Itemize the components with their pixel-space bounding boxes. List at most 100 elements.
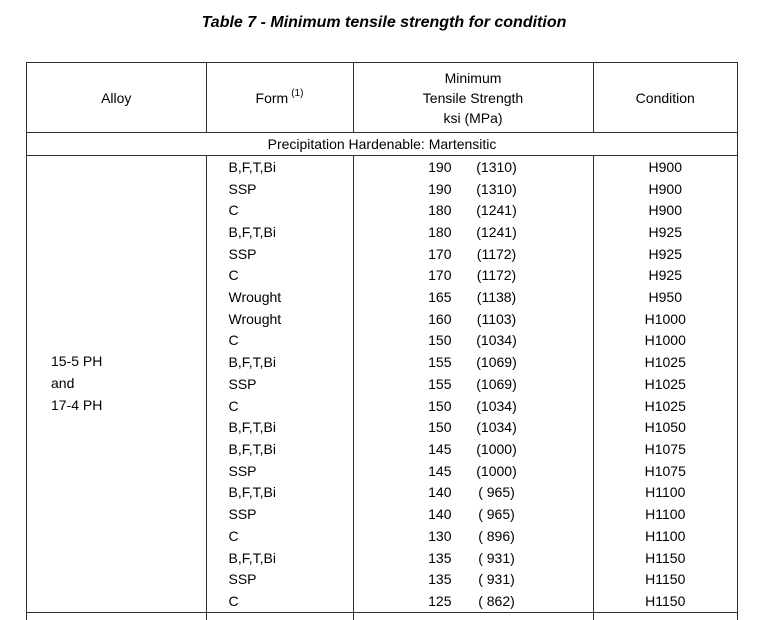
ksi-value: 135 bbox=[428, 549, 452, 566]
section-header-label: Precipitation Hardenable: Martensitic bbox=[267, 136, 497, 152]
column-header-alloy: Alloy bbox=[101, 89, 132, 106]
condition-cell: H925 bbox=[648, 223, 682, 240]
form-cell: SSP bbox=[228, 571, 257, 588]
ksi-value: 180 bbox=[428, 223, 452, 240]
stub-cell-alloy bbox=[27, 613, 206, 620]
strength-cell: 190 (1310) bbox=[354, 178, 593, 200]
form-cell: C bbox=[228, 527, 239, 544]
form-cell: B,F,T,Bi bbox=[228, 549, 276, 566]
alloy-cell: 15-5 PH and 17-4 PH bbox=[27, 156, 206, 612]
form-cell: Wrought bbox=[228, 310, 282, 327]
mpa-value: (1069) bbox=[476, 375, 517, 392]
strength-header-line2: Tensile Strength bbox=[422, 89, 524, 106]
form-cell: SSP bbox=[228, 180, 257, 197]
form-header-label: Form bbox=[255, 89, 289, 106]
ksi-value: 150 bbox=[428, 332, 452, 349]
column-header-condition: Condition bbox=[592, 63, 738, 132]
strength-cell: 165 (1138) bbox=[354, 286, 593, 308]
strength-cell: 130 ( 896) bbox=[354, 525, 593, 547]
ksi-value: 145 bbox=[428, 462, 452, 479]
ksi-value: 170 bbox=[428, 267, 452, 284]
condition-cell: H1025 bbox=[644, 375, 686, 392]
form-cell: C bbox=[228, 332, 239, 349]
form-cell: C bbox=[228, 397, 239, 414]
mpa-value: (1172) bbox=[476, 267, 517, 284]
mpa-value: ( 931) bbox=[478, 571, 515, 588]
mpa-value: (1103) bbox=[476, 310, 517, 327]
mpa-value: ( 965) bbox=[478, 484, 515, 501]
form-cell: B,F,T,Bi bbox=[228, 419, 276, 436]
strength-cell: 150 (1034) bbox=[354, 330, 593, 352]
form-column: B,F,T,Bi SSP C B,F,T,Bi SSP C Wrought Wrought C B… bbox=[205, 156, 353, 612]
mpa-value: (1034) bbox=[476, 419, 517, 436]
condition-cell: H1150 bbox=[645, 549, 686, 566]
column-header-form: Form (1) bbox=[205, 63, 353, 132]
ksi-value: 190 bbox=[428, 158, 452, 175]
alloy-line-1: 15-5 PH bbox=[51, 353, 103, 370]
condition-cell: H1075 bbox=[644, 440, 686, 457]
form-cell: B,F,T,Bi bbox=[228, 223, 276, 240]
strength-header-line1: Minimum bbox=[444, 69, 502, 86]
mpa-value: (1034) bbox=[476, 397, 517, 414]
condition-cell: H1100 bbox=[645, 484, 686, 501]
strength-cell: 145 (1000) bbox=[354, 438, 593, 460]
condition-cell: H1050 bbox=[644, 419, 686, 436]
form-cell: SSP bbox=[228, 506, 257, 523]
strength-cell: 155 (1069) bbox=[354, 351, 593, 373]
ksi-value: 140 bbox=[428, 484, 452, 501]
ksi-value: 180 bbox=[428, 202, 452, 219]
mpa-value: (1000) bbox=[476, 440, 517, 457]
form-cell: B,F,T,Bi bbox=[228, 484, 276, 501]
strength-cell: 150 (1034) bbox=[354, 416, 593, 438]
form-cell: C bbox=[228, 592, 239, 609]
condition-cell: H900 bbox=[648, 202, 682, 219]
mpa-value: (1138) bbox=[476, 289, 517, 306]
mpa-value: (1310) bbox=[476, 158, 517, 175]
form-cell: B,F,T,Bi bbox=[228, 440, 276, 457]
mpa-value: ( 862) bbox=[478, 592, 515, 609]
condition-cell: H1150 bbox=[645, 571, 686, 588]
mpa-value: (1034) bbox=[476, 332, 517, 349]
form-cell: B,F,T,Bi bbox=[228, 354, 276, 371]
ksi-value: 190 bbox=[428, 180, 452, 197]
strength-cell: 135 ( 931) bbox=[354, 568, 593, 590]
mpa-value: (1241) bbox=[476, 202, 517, 219]
strength-cell: 140 ( 965) bbox=[354, 482, 593, 504]
ksi-value: 145 bbox=[428, 440, 452, 457]
form-cell: C bbox=[228, 267, 239, 284]
stub-cell-form bbox=[205, 613, 353, 620]
strength-cell: 155 (1069) bbox=[354, 373, 593, 395]
condition-cell: H1150 bbox=[645, 592, 686, 609]
condition-cell: H1025 bbox=[644, 397, 686, 414]
table-title: Table 7 - Minimum tensile strength for c… bbox=[201, 14, 567, 31]
strength-cell: 190 (1310) bbox=[354, 156, 593, 178]
strength-cell: 135 ( 931) bbox=[354, 547, 593, 569]
strength-cell: 160 (1103) bbox=[354, 308, 593, 330]
mpa-value: (1069) bbox=[476, 354, 517, 371]
stub-cell-strength bbox=[352, 613, 593, 620]
ksi-value: 170 bbox=[428, 245, 452, 262]
alloy-line-2: and bbox=[51, 375, 75, 392]
ksi-value: 135 bbox=[428, 571, 452, 588]
mpa-value: (1172) bbox=[476, 245, 517, 262]
ksi-value: 165 bbox=[428, 289, 452, 306]
table-header-row: Alloy Form (1) Minimum Tensile Strength k… bbox=[27, 63, 737, 133]
section-header-row: Precipitation Hardenable: Martensitic bbox=[27, 133, 737, 156]
form-cell: SSP bbox=[228, 462, 257, 479]
form-cell: B,F,T,Bi bbox=[228, 158, 276, 175]
ksi-value: 160 bbox=[428, 310, 452, 327]
column-header-strength: Minimum Tensile Strength ksi (MPa) bbox=[352, 63, 593, 132]
form-footnote-marker: (1) bbox=[291, 88, 304, 99]
mpa-value: ( 896) bbox=[478, 527, 515, 544]
strength-cell: 180 (1241) bbox=[354, 221, 593, 243]
condition-cell: H1000 bbox=[644, 310, 686, 327]
stub-cell-condition bbox=[592, 613, 738, 620]
strength-cell: 180 (1241) bbox=[354, 199, 593, 221]
strength-cell: 170 (1172) bbox=[354, 243, 593, 265]
condition-cell: H1000 bbox=[644, 332, 686, 349]
next-section-stub-row bbox=[27, 612, 737, 620]
strength-header-line3: ksi (MPa) bbox=[443, 109, 503, 126]
strength-cell: 145 (1000) bbox=[354, 460, 593, 482]
form-cell: SSP bbox=[228, 375, 257, 392]
form-cell: Wrought bbox=[228, 289, 282, 306]
